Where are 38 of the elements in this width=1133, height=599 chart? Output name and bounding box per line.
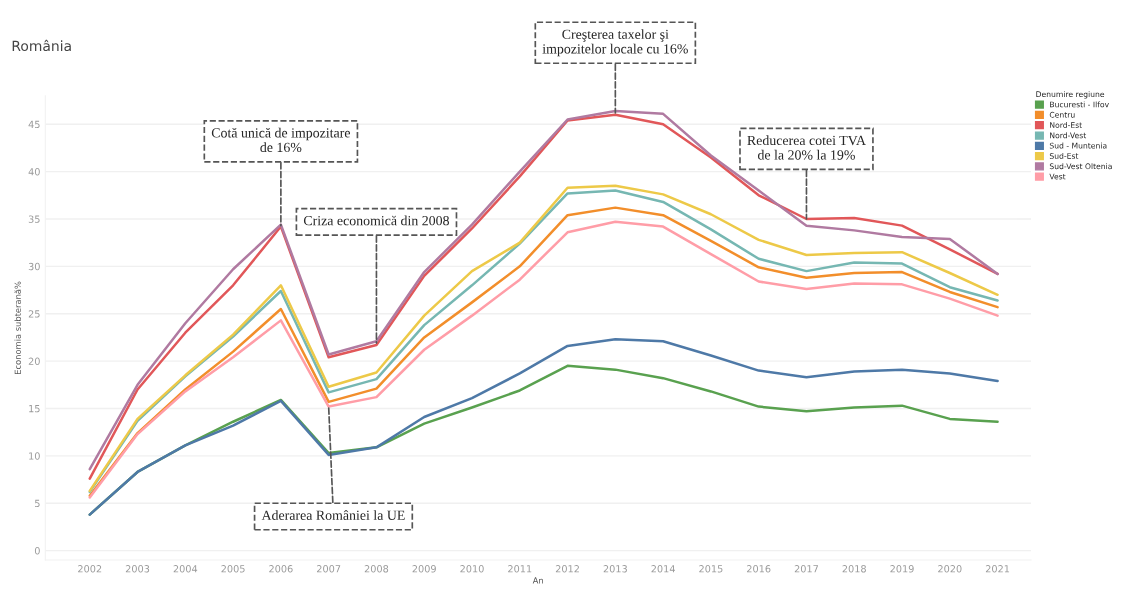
annotation: Cotă unică de impozitare de 16%	[211, 127, 351, 153]
x-tick-label: 2009	[412, 565, 436, 573]
x-tick-label: 2005	[221, 565, 245, 573]
y-tick-label: 15	[29, 405, 40, 413]
annotation: Creşterea taxelor şi impozitelor locale cu 16%	[542, 29, 688, 57]
y-axis-title: Economia subterană%	[14, 281, 21, 374]
x-tick-label: 2018	[842, 565, 866, 573]
x-tick-label: 2002	[78, 565, 102, 573]
x-tick-label: 2004	[173, 565, 198, 573]
x-tick-label: 2020	[938, 565, 962, 573]
annotation: Reducerea cotei TVA de la 20% la 19%	[747, 135, 866, 160]
x-tick-label: 2008	[364, 565, 389, 573]
x-tick-label: 2016	[747, 565, 771, 573]
x-tick-label: 2015	[699, 565, 723, 573]
x-axis-title: An	[532, 577, 543, 584]
x-tick-label: 2021	[985, 565, 1010, 573]
x-tick-label: 2012	[555, 565, 579, 573]
chart-title: România	[12, 39, 71, 52]
x-tick-label: 2013	[603, 565, 627, 573]
y-tick-label: 10	[29, 452, 40, 460]
x-tick-label: 2019	[890, 565, 914, 573]
x-tick-label: 2007	[317, 565, 341, 573]
x-tick-label: 2006	[269, 565, 293, 573]
x-tick-label: 2014	[651, 565, 675, 573]
x-tick-label: 2003	[125, 565, 150, 573]
x-tick-label: 2010	[460, 565, 484, 573]
y-tick-label: 20	[28, 357, 40, 365]
y-tick-label: 45	[28, 120, 40, 129]
y-tick-label: 25	[28, 310, 40, 318]
y-tick-label: 0	[34, 547, 40, 555]
annotation: Criza economică din 2008	[303, 215, 449, 226]
y-tick-label: 40	[28, 168, 40, 176]
x-tick-label: 2011	[508, 565, 532, 573]
y-tick-label: 5	[35, 499, 40, 508]
y-tick-label: 30	[28, 262, 40, 271]
annotation: Aderarea României la UE	[261, 510, 405, 520]
y-tick-label: 35	[28, 215, 40, 223]
x-tick-label: 2017	[794, 565, 818, 573]
